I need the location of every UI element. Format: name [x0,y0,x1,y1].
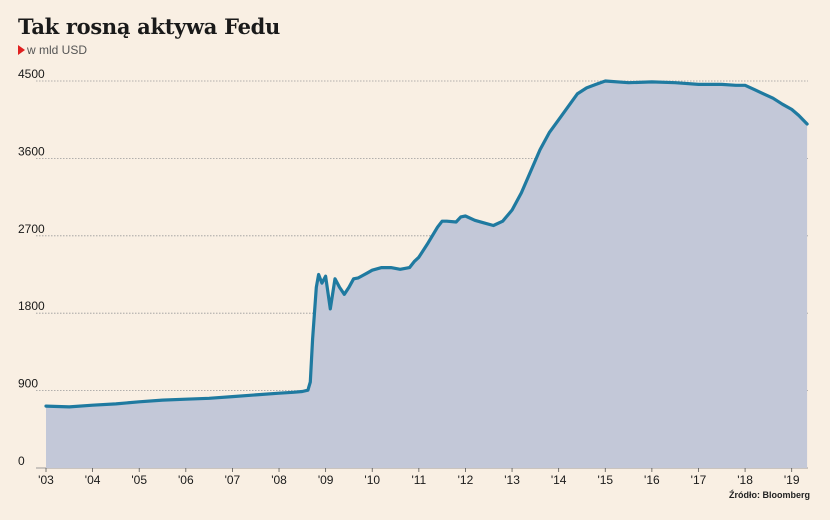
x-tick-label: '18 [737,473,753,487]
x-tick-label: '14 [551,473,567,487]
x-tick-label: '06 [178,473,194,487]
y-tick-label: 900 [18,377,38,391]
x-axis-labels: '03 '04 '05 '06 '07 '08 '09 '10 '11 '12 '13 '14 '15 '… [38,473,800,487]
x-tick-label: '11 [411,473,426,487]
x-tick-label: '05 [131,473,147,487]
x-tick-label: '04 [85,473,101,487]
y-tick-label: 0 [18,454,25,468]
x-tick-label: '09 [318,473,334,487]
x-tick-label: '17 [691,473,707,487]
y-tick-label: 1800 [18,299,45,313]
area-fill [46,81,808,468]
red-triangle-icon [18,45,25,55]
y-tick-label: 4500 [18,67,45,81]
x-tick-label: '19 [784,473,800,487]
y-tick-label: 3600 [18,144,45,158]
source-note: Źródło: Bloomberg [729,490,810,500]
chart-subtitle: w mld USD [18,43,87,57]
series-line [44,79,809,409]
x-tick-label: '15 [597,473,613,487]
x-tick-label: '10 [364,473,380,487]
x-tick-label: '12 [458,473,474,487]
chart-title: Tak rosną aktywa Fedu [18,14,280,39]
x-tick-label: '03 [38,473,54,487]
y-tick-label: 2700 [18,222,45,236]
x-tick-label: '08 [271,473,287,487]
unit-label: w mld USD [27,43,88,57]
y-axis-labels: 0 900 1800 2700 3600 4500 [18,67,45,468]
x-tick-label: '16 [644,473,660,487]
x-tick-label: '13 [504,473,520,487]
x-tick-label: '07 [225,473,241,487]
